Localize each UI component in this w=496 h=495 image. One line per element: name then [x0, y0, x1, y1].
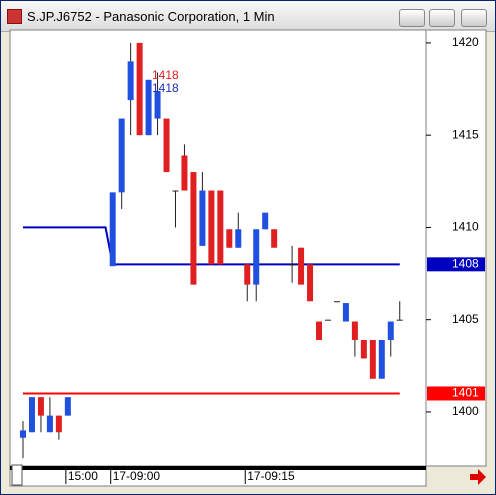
candle-body [333, 301, 340, 303]
x-tick-label: 17-09:15 [247, 469, 295, 483]
annotation: 1418 [152, 81, 179, 95]
candle-body [64, 397, 71, 416]
minimize-button[interactable] [399, 9, 425, 27]
price-marker-label: 1408 [452, 257, 479, 271]
candle-body [181, 155, 188, 191]
candle-body [46, 415, 53, 433]
y-tick-label: 1415 [452, 127, 479, 141]
y-tick-label: 1405 [452, 312, 479, 326]
candle-body [235, 229, 242, 248]
candle-body [20, 430, 26, 438]
price-marker [427, 257, 485, 272]
candle-body [244, 264, 251, 285]
candle-body [226, 229, 233, 248]
candle-body [127, 61, 134, 101]
candle-body [217, 190, 224, 265]
y-tick-label: 1400 [452, 404, 479, 418]
candle-body [55, 415, 62, 433]
candle-body [109, 192, 116, 267]
scroll-track[interactable] [10, 466, 426, 470]
candle-body [262, 212, 269, 230]
candle-body [28, 397, 35, 433]
candle-body [199, 190, 206, 246]
candle-body [118, 118, 125, 193]
candle-body [289, 264, 296, 266]
candle-body [324, 319, 331, 321]
candle-body [271, 229, 278, 248]
candle-body [396, 319, 403, 321]
scroll-arrow[interactable] [470, 469, 486, 485]
y-axis-area [425, 29, 487, 467]
x-tick-label: 15:00 [68, 469, 98, 483]
candle-body [172, 190, 179, 192]
scroll-thumb[interactable] [11, 464, 23, 486]
candle-body [351, 321, 358, 340]
y-tick-label: 1420 [452, 35, 479, 49]
candle-body [163, 118, 170, 173]
candle-body [145, 79, 152, 136]
window-title: S.JP.J6752 - Panasonic Corporation, 1 Mi… [27, 9, 275, 24]
candle-body [298, 247, 305, 285]
maximize-button[interactable] [429, 9, 455, 27]
candle-body [307, 264, 314, 302]
close-button[interactable] [461, 9, 487, 27]
price-marker [427, 386, 485, 401]
candle-body [37, 397, 44, 416]
candle-body [154, 90, 161, 119]
candle-body [136, 42, 143, 136]
candle-body [316, 321, 323, 340]
candle-body [387, 321, 394, 340]
title-bar: S.JP.J6752 - Panasonic Corporation, 1 Mi… [1, 1, 495, 32]
candle-body [190, 172, 197, 285]
candle-body [208, 190, 215, 265]
y-tick-label: 1410 [452, 220, 479, 234]
candle-body [378, 339, 385, 379]
app-icon [7, 9, 22, 24]
candle-body [369, 339, 376, 379]
candle-body [360, 339, 367, 359]
candle-body [253, 229, 260, 285]
candle-body [342, 303, 349, 322]
x-tick-label: 17-09:00 [113, 469, 161, 483]
price-marker-label: 1401 [452, 386, 479, 400]
annotation: 1418 [152, 68, 179, 82]
